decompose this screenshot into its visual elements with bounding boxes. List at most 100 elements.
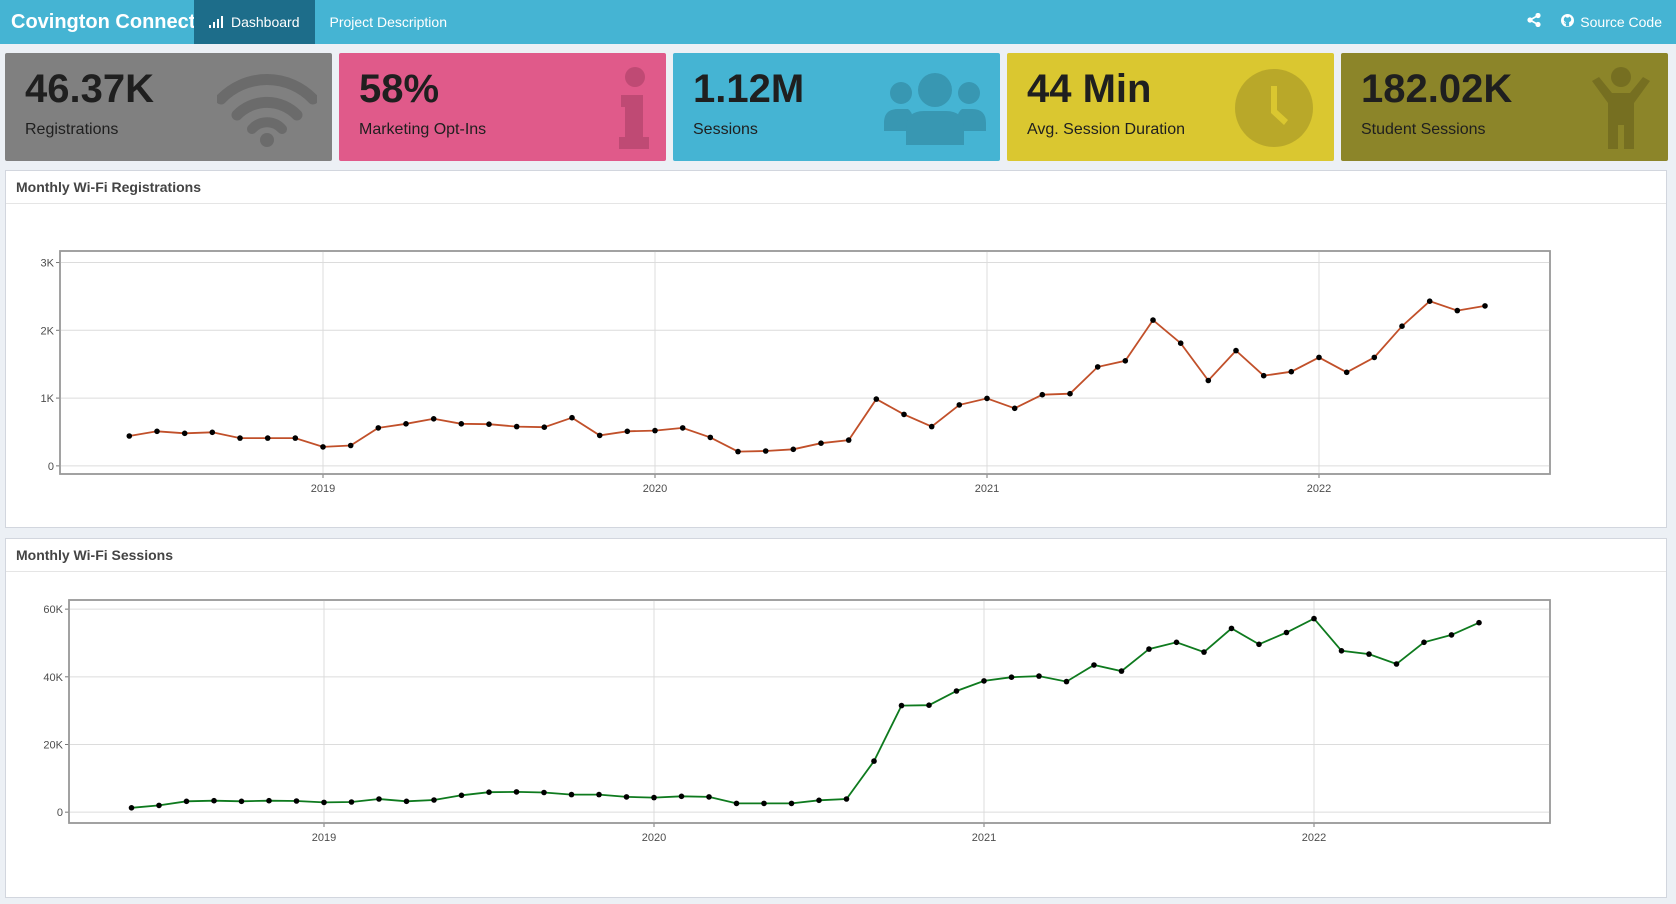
registrations-data-point [1343,369,1350,376]
sessions-plot-area [68,599,1551,824]
registrations-series-line [129,300,1486,453]
registrations-data-point [956,402,963,408]
sessions-data-point [458,792,465,799]
registrations-data-point [126,433,133,439]
registrations-data-point [984,395,990,402]
registrations-data-point [596,432,603,439]
sessions-data-point [953,688,960,694]
tab-dashboard[interactable]: Dashboard [194,0,315,44]
registrations-y-tick-label: 0 [48,461,54,473]
sessions-data-point [321,799,327,806]
sessions-x-tick-label: 2019 [312,832,336,844]
registrations-data-point [1067,390,1073,397]
registrations-data-point [347,442,354,449]
registrations-data-point [1205,377,1212,384]
avg-session-duration-label: Avg. Session Duration [1027,121,1186,138]
registrations-data-point [375,425,382,431]
sessions-data-point [156,802,162,809]
registrations-data-point [1233,347,1239,354]
tab-project-description[interactable]: Project Description [315,0,463,44]
registrations-x-tick-label: 2022 [1307,483,1331,495]
registrations-data-point [1122,358,1129,364]
registrations-data-point [1371,354,1378,361]
sessions-y-tick-label: 0 [57,807,63,819]
source-code-label: Source Code [1580,14,1662,30]
sessions-data-point [1063,678,1070,685]
sessions-y-tick-label: 20K [43,739,63,751]
registrations-data-point [541,424,548,430]
sessions-data-point [898,702,905,709]
sessions-chart-box: Monthly Wi-Fi Sessions 0 20K 40K 60K 2019 202… [5,538,1667,898]
sessions-data-point [1338,648,1345,654]
share-button[interactable] [1507,12,1561,32]
registrations-data-point [845,437,852,443]
registrations-data-point [237,435,243,441]
top-navbar: Covington Connect Dashboard Project Desc… [0,0,1676,44]
registrations-y-tick-label: 3K [41,258,55,270]
sessions-data-point [211,797,217,804]
sessions-data-point [926,702,932,708]
sessions-data-point [1008,674,1015,680]
registrations-chart: 0 1K 2K 3K 2019 2020 2021 2022 [41,250,1551,495]
value-box-sessions: 1.12M Sessions [673,53,1000,161]
registrations-data-point [1482,303,1488,309]
sessions-data-point [623,794,630,800]
registrations-data-point [735,448,741,455]
registrations-y-tick-label: 2K [41,325,55,337]
value-box-registrations: 46.37K Registrations [5,53,332,161]
registrations-data-point [264,435,271,441]
registrations-value: 46.37K [25,67,154,111]
registrations-data-point [1454,307,1461,314]
sessions-data-point [761,800,767,807]
brand-title[interactable]: Covington Connect [11,10,196,33]
sessions-data-point [431,797,437,803]
registrations-data-point [1177,340,1184,346]
bar-chart-icon [209,16,224,28]
registrations-data-point [181,430,188,437]
sessions-data-point [293,798,300,804]
sessions-data-point [266,797,272,804]
marketing-opt-ins-value: 58% [359,67,440,111]
registrations-data-point [1150,317,1156,323]
sessions-data-point [788,800,795,807]
registrations-data-point [569,414,575,421]
registrations-data-point [430,416,437,422]
sessions-x-tick-label: 2022 [1302,832,1326,844]
sessions-data-point [1476,619,1482,626]
registrations-data-point [1039,391,1046,398]
sessions-data-point [1283,629,1290,636]
registrations-data-point [790,446,797,453]
sessions-data-point [706,794,712,800]
registrations-plot-area [59,250,1551,475]
sessions-data-point [238,798,245,805]
sessions-x-tick-label: 2021 [972,832,996,844]
sessions-data-point [403,798,410,805]
registrations-chart-box: Monthly Wi-Fi Registrations 0 1K 2K 3K 2019 2… [5,170,1667,528]
registrations-data-point [403,421,409,427]
value-box-avg-session-duration: 44 Min Avg. Session Duration [1007,53,1334,161]
sessions-series-line [131,617,1480,809]
registrations-data-point [486,421,492,427]
registrations-y-tick-label: 1K [41,393,55,405]
sessions-x-tick-label: 2020 [642,832,666,844]
sessions-y-tick-label: 60K [43,604,63,616]
registrations-data-point [652,427,658,434]
registrations-data-point [624,428,631,435]
wifi-icon [215,71,319,152]
registrations-data-point [1316,354,1322,361]
sessions-data-point [733,800,740,807]
tab-project-description-label: Project Description [329,14,448,30]
registrations-data-point [818,440,824,446]
registrations-data-point [679,425,686,431]
registrations-data-point [1260,372,1267,379]
source-code-link[interactable]: Source Code [1561,14,1676,30]
registrations-data-point [1399,323,1405,329]
registrations-data-point [707,434,714,441]
registrations-data-point [1426,298,1433,304]
sessions-data-point [348,799,355,805]
sessions-plot-border [68,599,1551,824]
registrations-data-point [1288,368,1295,375]
clock-icon [1234,68,1314,153]
registrations-data-point [928,423,935,430]
tab-dashboard-label: Dashboard [231,14,300,30]
